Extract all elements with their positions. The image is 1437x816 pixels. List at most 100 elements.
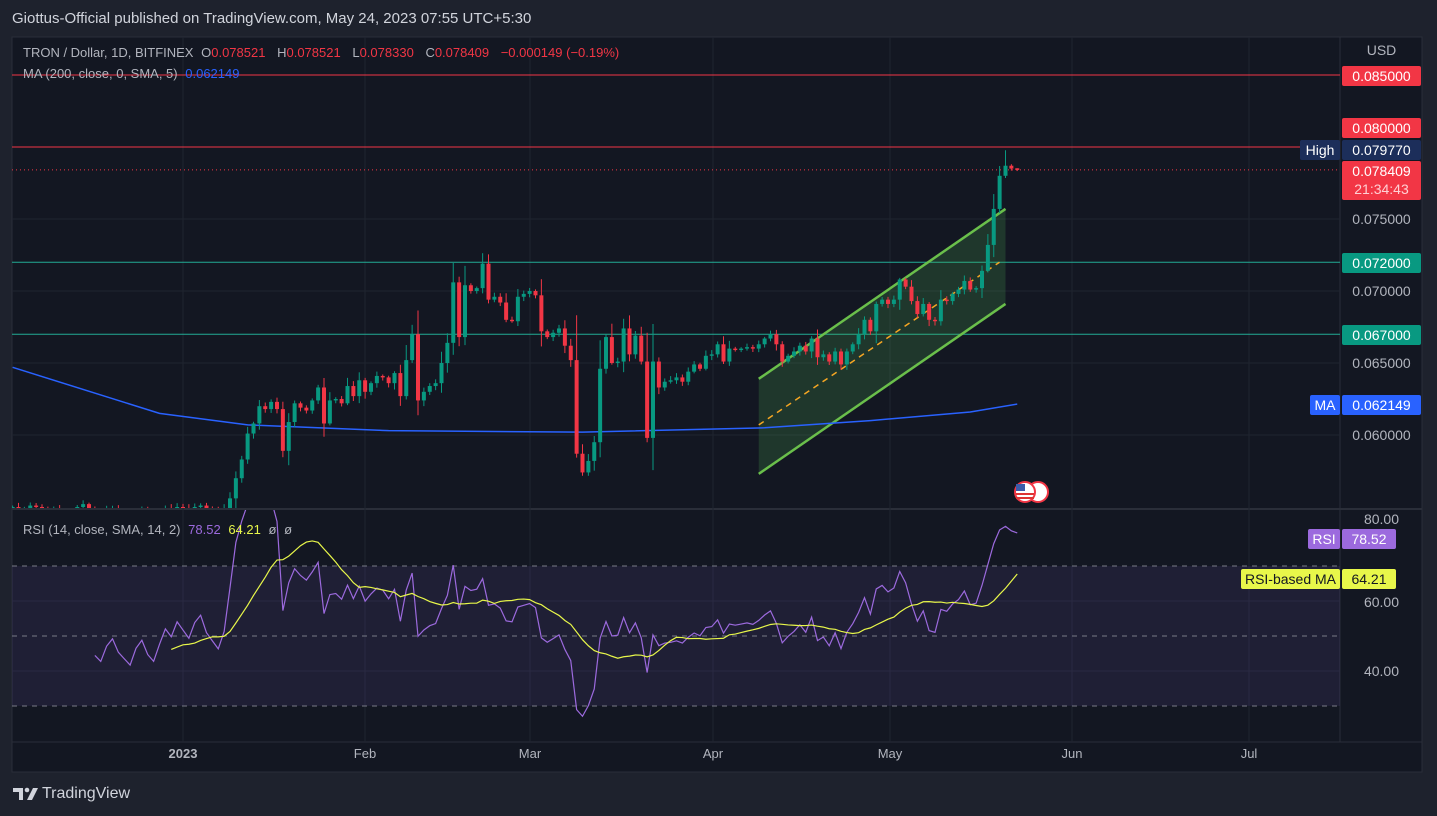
candle [797, 342, 802, 356]
symbol-title: TRON / Dollar, 1D, BITFINEX [23, 45, 194, 60]
candle-body [797, 345, 802, 352]
currency-label[interactable]: USD [1366, 42, 1397, 58]
candle [480, 253, 485, 294]
candle-body [586, 460, 591, 473]
candle-body [938, 299, 943, 322]
candle-body [498, 296, 503, 303]
candle-body [175, 507, 180, 508]
candle-body [228, 498, 232, 508]
candle [886, 296, 890, 309]
time-label-may: May [877, 746, 903, 761]
candle [275, 397, 279, 414]
candle-body [874, 303, 879, 332]
candle [586, 454, 591, 476]
candle [780, 341, 785, 367]
tradingview-logo[interactable]: TradingView [13, 785, 130, 803]
candle-body [745, 347, 749, 349]
close-label: C [425, 45, 435, 60]
candle-body [87, 504, 91, 508]
candle [568, 338, 573, 367]
candle [803, 341, 808, 355]
candle [604, 334, 608, 374]
candle [421, 387, 426, 407]
candle [768, 330, 773, 342]
candle-body [897, 279, 902, 300]
candle-body [457, 282, 462, 338]
last-price-tag: 0.078409 21:34:43 [1342, 161, 1421, 200]
candle-body [862, 319, 867, 335]
candle [668, 376, 673, 384]
candle-body [604, 337, 608, 369]
candle [316, 384, 321, 404]
candle [915, 296, 920, 318]
rsi-ma-value: 64.21 [228, 522, 261, 537]
candle [997, 166, 1002, 214]
candle [327, 392, 332, 426]
candle [539, 279, 544, 347]
candle [709, 350, 714, 361]
candle [833, 347, 838, 365]
candle [715, 341, 720, 358]
candle [938, 290, 943, 326]
candle-body [1003, 165, 1008, 176]
candle [410, 324, 415, 363]
candle-body [515, 296, 520, 322]
candle [504, 293, 509, 323]
line-tag-067: 0.067000 [1342, 325, 1421, 345]
time-label-feb: Feb [353, 746, 377, 761]
candle [53, 506, 55, 508]
candle [515, 289, 520, 327]
candle-body [557, 328, 561, 333]
candle [439, 351, 444, 393]
channel-middle-line [758, 261, 1000, 426]
candle-body [280, 409, 285, 451]
candle-body [980, 270, 984, 289]
candle [398, 364, 403, 406]
candle-body [827, 354, 832, 362]
candle [445, 333, 450, 373]
candle-body [357, 380, 362, 397]
candle-body [727, 348, 732, 362]
candle-body [269, 401, 274, 410]
candle [956, 286, 961, 298]
candle [991, 194, 996, 258]
candle [141, 506, 143, 508]
economic-events-flags-icon[interactable] [1014, 481, 1049, 503]
ma-label: MA (200, close, 0, SMA, 5) [23, 66, 178, 81]
ma-legend[interactable]: MA (200, close, 0, SMA, 5) 0.062149 [23, 66, 243, 81]
candle-body [821, 354, 826, 358]
candle [304, 405, 309, 414]
rsi-legend[interactable]: RSI (14, close, SMA, 14, 2) 78.52 64.21 … [23, 522, 296, 537]
candle [950, 292, 955, 305]
candle-body [75, 507, 80, 508]
candle [164, 505, 166, 508]
candle [94, 506, 96, 508]
candle-body [733, 348, 738, 351]
candle-body [257, 406, 262, 424]
rsi-tick: 40.00 [1363, 663, 1400, 679]
rsi-ma-tag-label: RSI-based MA [1241, 569, 1340, 589]
candle [862, 316, 867, 340]
candle [245, 426, 250, 464]
candle [211, 506, 213, 508]
candle [345, 377, 350, 406]
candle-body [1015, 168, 1020, 170]
price-tick: 0.060000 [1352, 427, 1411, 443]
rsi-na-2: ø [284, 522, 293, 537]
high-value: 0.078521 [286, 45, 341, 60]
symbol-legend[interactable]: TRON / Dollar, 1D, BITFINEX O0.078521 H0… [23, 45, 623, 60]
candle-body [345, 386, 350, 404]
candle-body [316, 387, 321, 401]
candle-body [768, 334, 773, 339]
candle-body [304, 407, 309, 411]
candle [733, 346, 738, 352]
candle-body [480, 263, 485, 289]
candle-body [891, 299, 896, 304]
candle-body [645, 361, 650, 438]
candle-body [34, 505, 39, 507]
candle-body [680, 377, 685, 382]
candle-body [974, 288, 979, 290]
candle [322, 378, 326, 437]
